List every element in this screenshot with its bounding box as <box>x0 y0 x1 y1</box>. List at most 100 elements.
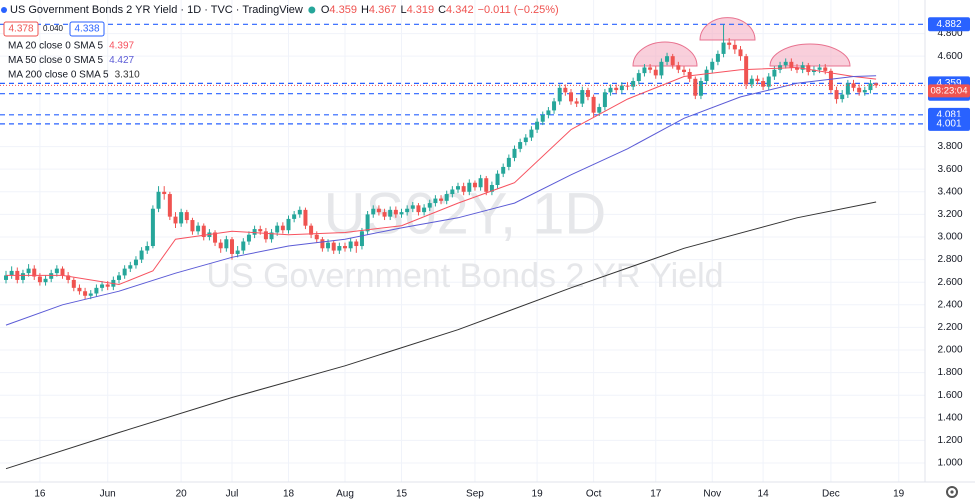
candle-body <box>648 67 653 70</box>
candle-body <box>523 137 528 143</box>
candle-body <box>179 212 184 224</box>
candle-body <box>676 65 681 70</box>
candle-body <box>117 275 121 280</box>
y-tick-label: 3.800 <box>937 141 962 152</box>
x-tick-label: 16 <box>34 489 46 500</box>
candle-body <box>546 110 551 115</box>
y-tick-label: 1.200 <box>937 435 962 446</box>
candle-body <box>66 275 71 280</box>
candle-body <box>806 65 811 72</box>
candle-body <box>625 85 630 87</box>
candle-body <box>732 44 737 50</box>
ma-value: 4.427 <box>109 55 134 66</box>
candle-body <box>94 287 99 294</box>
candle-body <box>224 239 229 249</box>
header: US Government Bonds 2 YR Yield · 1D · TV… <box>1 4 559 81</box>
candle-body <box>422 207 427 213</box>
candle-body <box>252 229 257 235</box>
y-tick-label: 3.200 <box>937 209 962 220</box>
y-tick-label: 2.600 <box>937 277 962 288</box>
candle-body <box>280 225 285 231</box>
candle-body <box>326 242 331 249</box>
candle-body <box>574 101 579 104</box>
y-tick-label: 3.600 <box>937 164 962 175</box>
ohlc-value: 4.367 <box>369 4 397 16</box>
candle-body <box>348 241 353 249</box>
candle-body <box>495 173 500 186</box>
buy-box[interactable] <box>69 21 105 37</box>
watermark-symbol: US02Y, 1D <box>324 181 607 246</box>
moving-average <box>6 66 877 286</box>
level-label: 4.882 <box>936 19 961 30</box>
ohlc-value: 4.342 <box>446 4 474 16</box>
level-label: 4.081 <box>936 109 961 120</box>
plot <box>0 23 925 470</box>
head-and-shoulders <box>632 17 851 67</box>
ohlc-label: O <box>321 4 330 16</box>
candle-body <box>43 278 48 283</box>
x-tick-label: 17 <box>650 489 662 500</box>
candle-body <box>602 92 607 108</box>
sell-price[interactable]: 4.378 <box>8 24 33 35</box>
candle-body <box>834 90 839 100</box>
x-tick-label: 18 <box>283 489 295 500</box>
settings-icon[interactable] <box>946 486 958 498</box>
candle-body <box>433 198 438 204</box>
countdown-tag <box>928 84 970 98</box>
y-tick-label: 4.800 <box>937 28 962 39</box>
ohlc-value: 4.359 <box>329 4 357 16</box>
candle-body <box>608 87 613 93</box>
candle-body <box>444 194 449 201</box>
candle-body <box>77 287 82 292</box>
y-tick-label: 3.400 <box>937 186 962 197</box>
sell-box[interactable] <box>3 21 39 37</box>
candle-body <box>653 69 658 76</box>
candle-body <box>60 268 65 276</box>
x-tick-label: Oct <box>586 489 602 500</box>
candle-body <box>258 229 263 232</box>
candle-body <box>399 212 404 215</box>
candle-body <box>128 265 133 269</box>
x-tick-label: 19 <box>893 489 905 500</box>
candle-body <box>201 225 206 237</box>
candle-body <box>614 87 619 91</box>
candle-body <box>569 92 573 102</box>
candle-body <box>738 49 743 57</box>
candle-body <box>320 239 325 249</box>
candle-body <box>540 114 545 122</box>
candle-body <box>563 87 568 93</box>
candle-body <box>851 83 856 88</box>
candle-body <box>190 220 195 232</box>
moving-average <box>5 75 877 326</box>
candle-body <box>670 56 675 66</box>
gear-center[interactable] <box>950 490 954 494</box>
gear[interactable] <box>946 486 958 498</box>
candle-body <box>275 225 280 233</box>
candle-body <box>450 189 455 195</box>
candle-body <box>4 275 8 280</box>
candle-body <box>354 241 359 247</box>
candle-body <box>167 194 172 217</box>
candle-body <box>376 208 381 213</box>
candle-body <box>744 56 749 85</box>
level-label: 4.359 <box>936 78 961 89</box>
candle-body <box>761 81 766 87</box>
right-shoulder <box>769 43 851 67</box>
candle-body <box>71 279 76 288</box>
ma-name: MA 200 close 0 SMA 5 <box>8 70 109 81</box>
candle-body <box>286 218 291 231</box>
buy-price[interactable]: 4.338 <box>74 24 99 35</box>
candle-body <box>585 90 590 97</box>
candle-body <box>359 231 364 247</box>
candle-body <box>88 293 93 296</box>
candle-body <box>184 212 189 221</box>
symbol-logo <box>1 7 7 13</box>
x-tick-label: 15 <box>396 489 408 500</box>
candle-body <box>472 182 477 188</box>
y-tick-label: 2.400 <box>937 299 962 310</box>
candle-body <box>139 250 144 260</box>
x-tick-label: Aug <box>336 489 354 500</box>
candle-body <box>54 268 59 274</box>
y-tick-label: 2.000 <box>937 345 962 356</box>
